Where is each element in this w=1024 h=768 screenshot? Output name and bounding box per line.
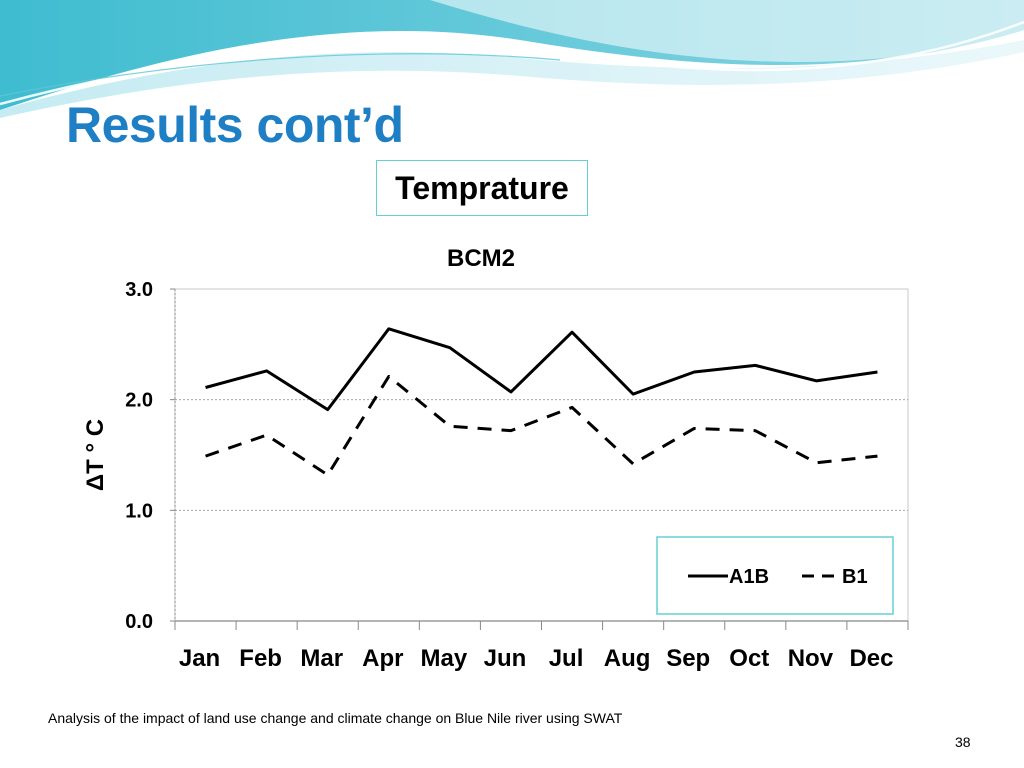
y-tick-label: 0.0 bbox=[125, 611, 153, 633]
y-tick-label: 3.0 bbox=[125, 279, 153, 301]
y-tick-label: 2.0 bbox=[125, 390, 153, 412]
series-layer bbox=[205, 327, 878, 477]
subtitle-box: Temprature bbox=[376, 160, 588, 216]
x-tick-label: Jan bbox=[179, 645, 220, 672]
series-line-a1b bbox=[205, 327, 878, 412]
subtitle-text: Temprature bbox=[395, 169, 569, 206]
x-tick-label: Mar bbox=[300, 645, 343, 672]
axis-layer: 0.0 1.0 2.0 3.0 Jan Feb Mar Apr May Jun Jul Aug Sep O… bbox=[125, 279, 909, 672]
x-tick-label: Dec bbox=[849, 645, 893, 672]
x-tick-label: Oct bbox=[729, 645, 769, 672]
slide-title: Results cont’d bbox=[66, 97, 404, 153]
legend-label-b1: B1 bbox=[842, 566, 868, 588]
y-axis-label: ΔT ° C bbox=[82, 419, 109, 491]
x-tick-label: Apr bbox=[362, 645, 403, 672]
x-tick-label: Feb bbox=[239, 645, 282, 672]
footer-note: Analysis of the impact of land use chang… bbox=[48, 710, 623, 726]
series-line-b1 bbox=[205, 374, 878, 477]
x-tick-label: Nov bbox=[788, 645, 834, 672]
x-tick-label: Jun bbox=[484, 645, 527, 672]
chart-title: BCM2 bbox=[447, 245, 515, 272]
chart-legend: A1B B1 bbox=[656, 536, 894, 615]
x-tick-label: Aug bbox=[604, 645, 651, 672]
temperature-line-chart: 0.0 1.0 2.0 3.0 Jan Feb Mar Apr May Jun Jul Aug Sep O… bbox=[82, 245, 909, 672]
page-number: 38 bbox=[955, 734, 971, 750]
decorative-wave-banner bbox=[0, 0, 1024, 118]
x-tick-label: Jul bbox=[549, 645, 584, 672]
x-tick-label: May bbox=[421, 645, 468, 672]
y-tick-label: 1.0 bbox=[125, 500, 153, 522]
legend-label-a1b: A1B bbox=[729, 566, 769, 588]
x-tick-label: Sep bbox=[666, 645, 710, 672]
